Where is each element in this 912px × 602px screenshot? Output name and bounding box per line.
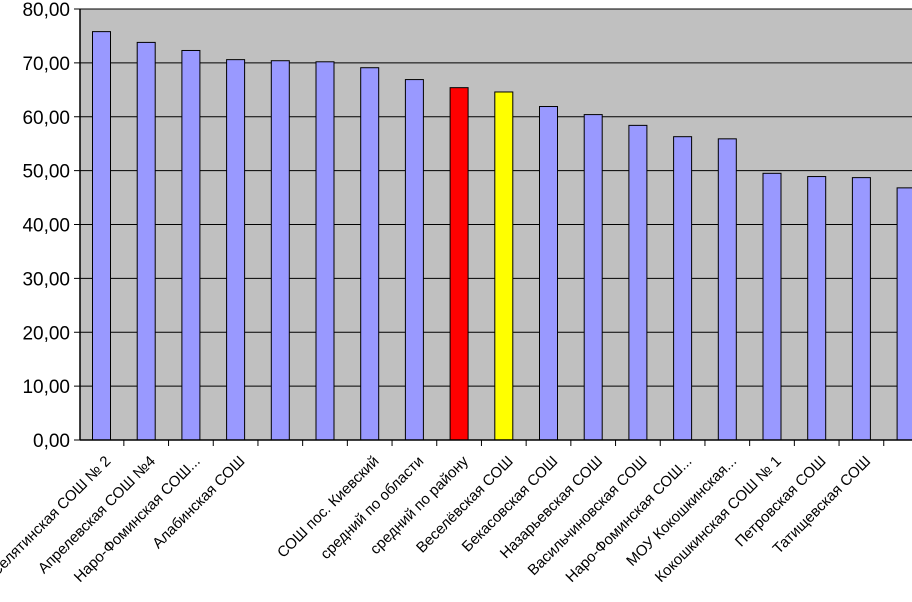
bar [807,176,827,441]
bar [583,114,603,441]
y-tick-label: 80,00 [22,0,70,21]
bar [851,177,871,441]
bar [360,67,380,441]
y-tick-label: 70,00 [22,54,70,75]
y-tick-label: 30,00 [22,269,70,290]
bar [270,60,290,441]
y-tick-label: 20,00 [22,323,70,344]
y-tick-label: 40,00 [22,216,70,237]
bar [762,172,782,441]
y-axis-ticks: 0,00 10,00 20,00 30,00 40,00 50,00 60,00 70,00 8… [22,0,80,452]
bar [673,136,693,441]
bar [539,106,558,441]
bar [404,79,424,441]
bar [226,59,246,441]
y-tick-label: 60,00 [22,108,70,129]
bar [181,49,201,441]
bar [136,41,156,441]
y-tick-label: 10,00 [22,377,70,398]
bar [315,61,335,441]
bar [717,138,737,441]
bar [896,187,912,441]
y-tick-label: 0,00 [33,431,70,452]
bar [449,87,469,441]
bar [92,31,111,441]
y-tick-label: 50,00 [22,162,70,183]
bar [494,91,514,441]
bar [628,124,648,441]
